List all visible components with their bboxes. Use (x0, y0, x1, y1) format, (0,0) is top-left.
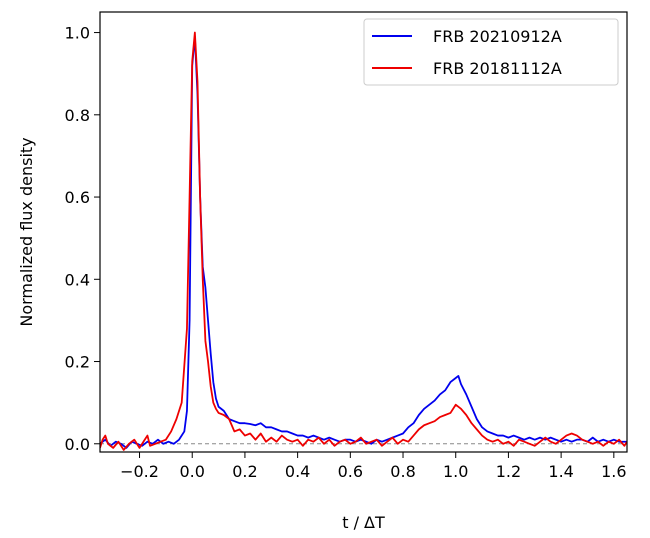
y-tick-label: 0.0 (65, 435, 90, 454)
x-tick-label: 1.2 (496, 462, 521, 481)
y-tick-label: 0.2 (65, 353, 90, 372)
series-line-frb-20181112a (100, 31, 627, 451)
x-tick-label: 0.0 (179, 462, 204, 481)
x-tick-label: 1.4 (548, 462, 573, 481)
y-tick-label: 0.8 (65, 106, 90, 125)
plot-frame (99, 11, 628, 453)
y-tick-label: 0.6 (65, 188, 90, 207)
y-tick-label: 1.0 (65, 24, 90, 43)
x-tick-label: 1.6 (601, 462, 626, 481)
legend-label-frb-20210912a: FRB 20210912A (433, 27, 562, 46)
x-tick-label: 0.4 (285, 462, 310, 481)
legend-label-frb-20181112a: FRB 20181112A (433, 59, 562, 78)
legend: FRB 20210912A FRB 20181112A (363, 18, 619, 86)
x-tick-label: 0.8 (390, 462, 415, 481)
y-axis-label: Normalized flux density (17, 137, 36, 326)
series-line-frb-20210912a (100, 35, 627, 449)
x-tick-label: 0.2 (232, 462, 257, 481)
x-axis-label: t / ΔT (342, 513, 385, 532)
x-tick-label: 0.6 (338, 462, 363, 481)
x-tick-label: −0.2 (120, 462, 159, 481)
x-tick-label: 1.0 (443, 462, 468, 481)
legend-box (363, 18, 619, 86)
y-tick-label: 0.4 (65, 270, 90, 289)
